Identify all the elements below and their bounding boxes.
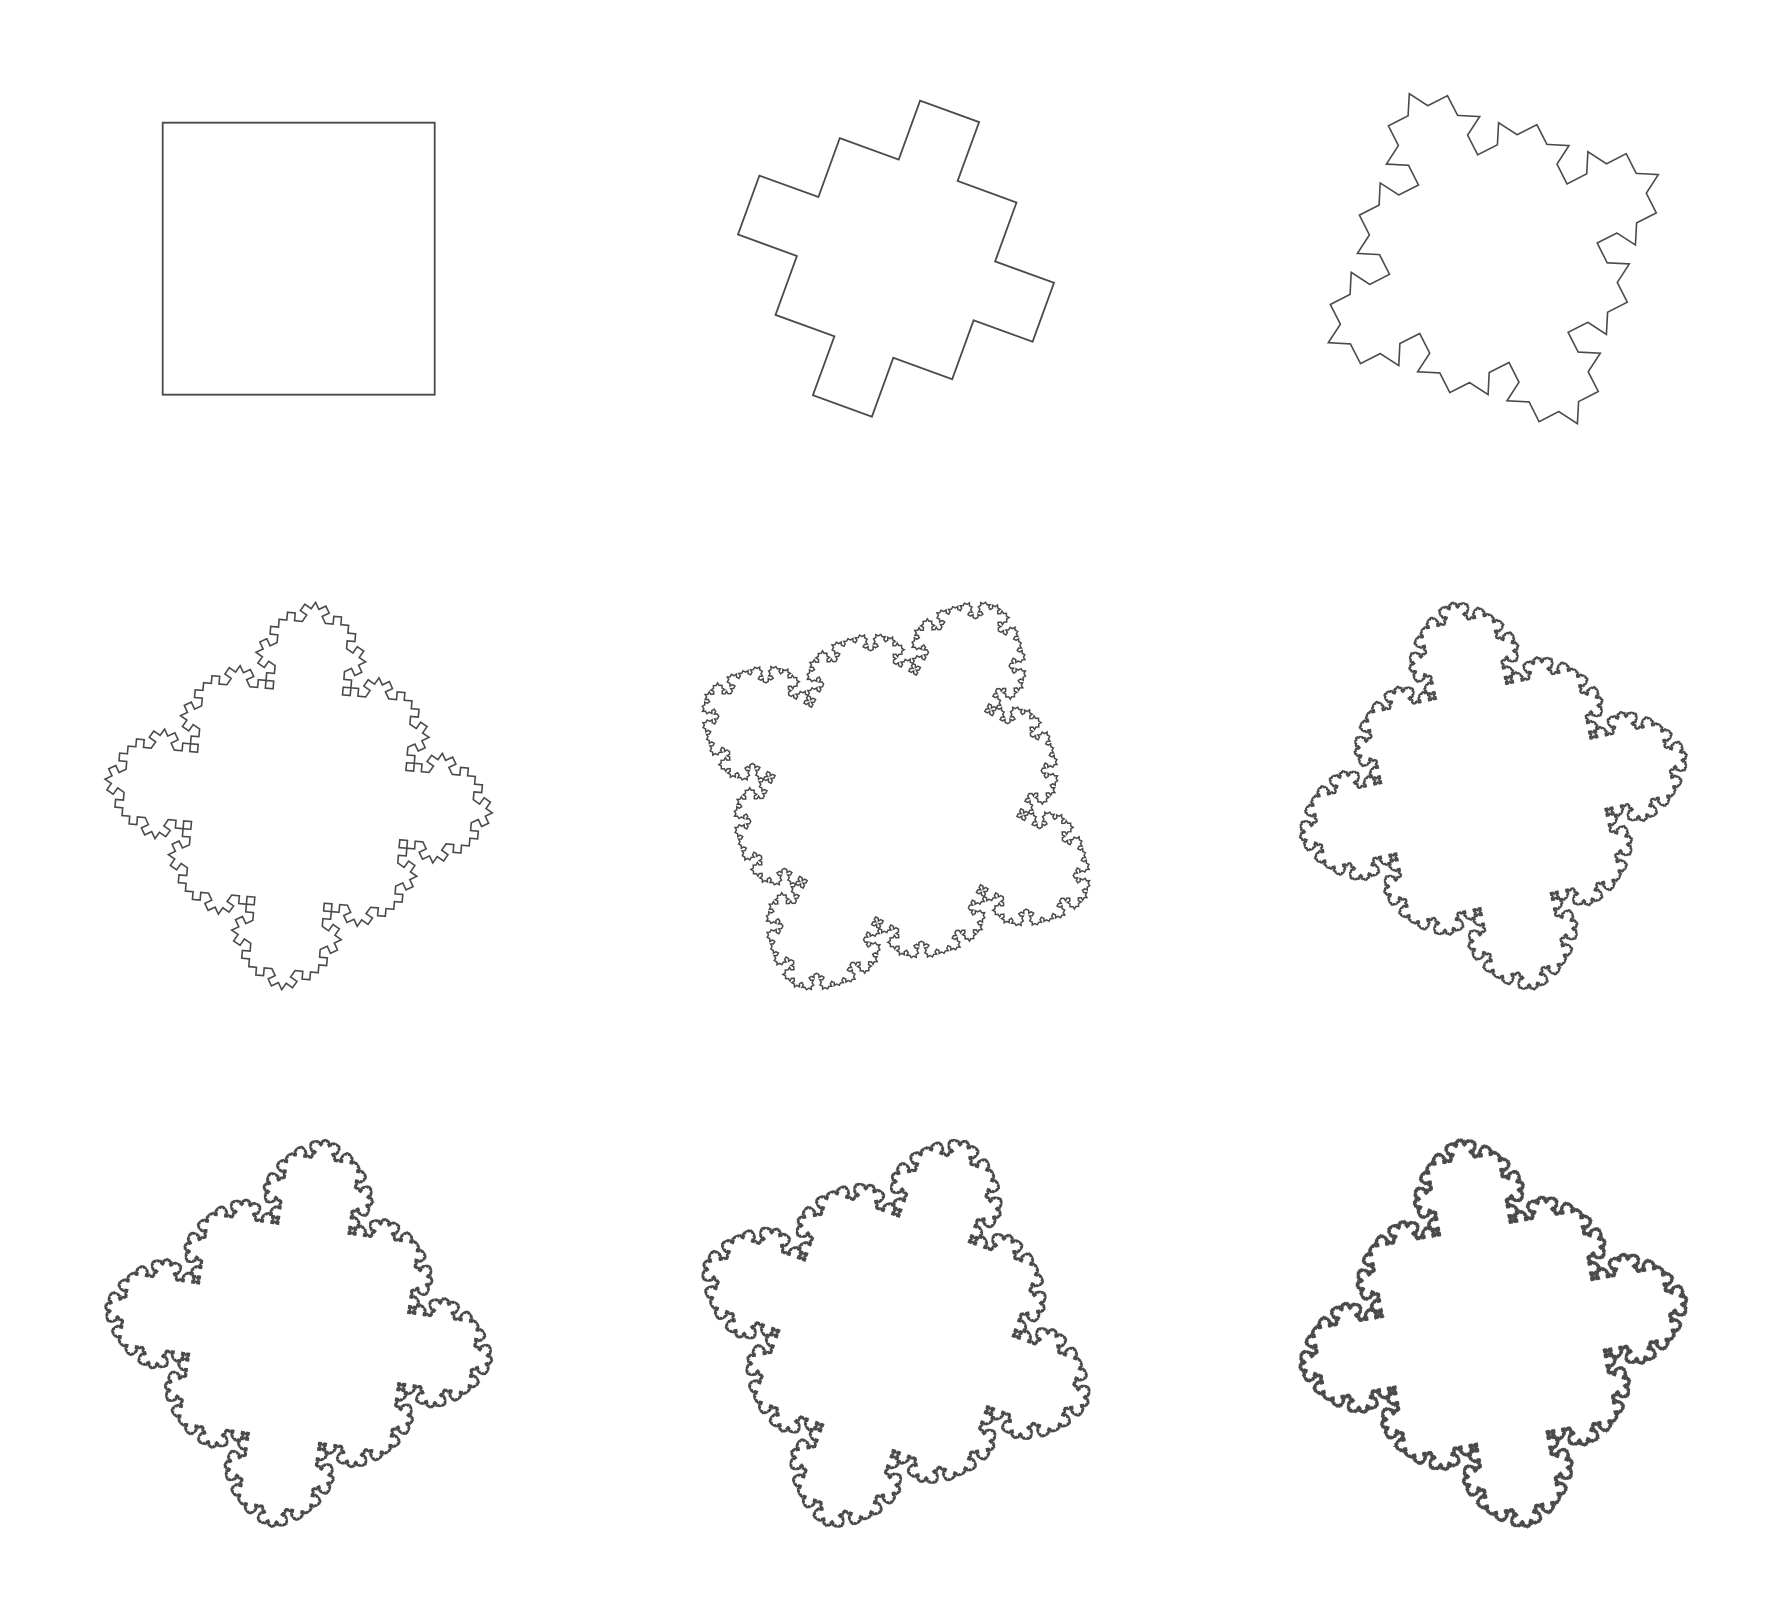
fractal-curve-iteration-7: [701, 1138, 1091, 1528]
fractal-curve-iteration-8: [1297, 1137, 1689, 1529]
iteration-panel-2: [1326, 92, 1660, 426]
iteration-panel-0: [161, 121, 436, 396]
fractal-curve-iteration-0: [161, 121, 436, 396]
iteration-panel-8: [1297, 1137, 1689, 1529]
iteration-panel-3: [103, 600, 494, 992]
fractal-curve-iteration-5: [1298, 601, 1689, 991]
fractal-curve-iteration-1: [736, 99, 1056, 418]
iteration-panel-1: [736, 99, 1056, 418]
fractal-curve-iteration-6: [103, 1138, 494, 1529]
fractal-curve-iteration-4: [701, 601, 1091, 991]
iteration-panel-7: [701, 1138, 1091, 1528]
fractal-curve-iteration-2: [1326, 92, 1660, 426]
iteration-panel-4: [701, 601, 1091, 991]
iteration-panel-5: [1298, 601, 1689, 991]
fractal-curve-iteration-3: [103, 600, 494, 992]
iteration-panel-6: [103, 1138, 494, 1529]
